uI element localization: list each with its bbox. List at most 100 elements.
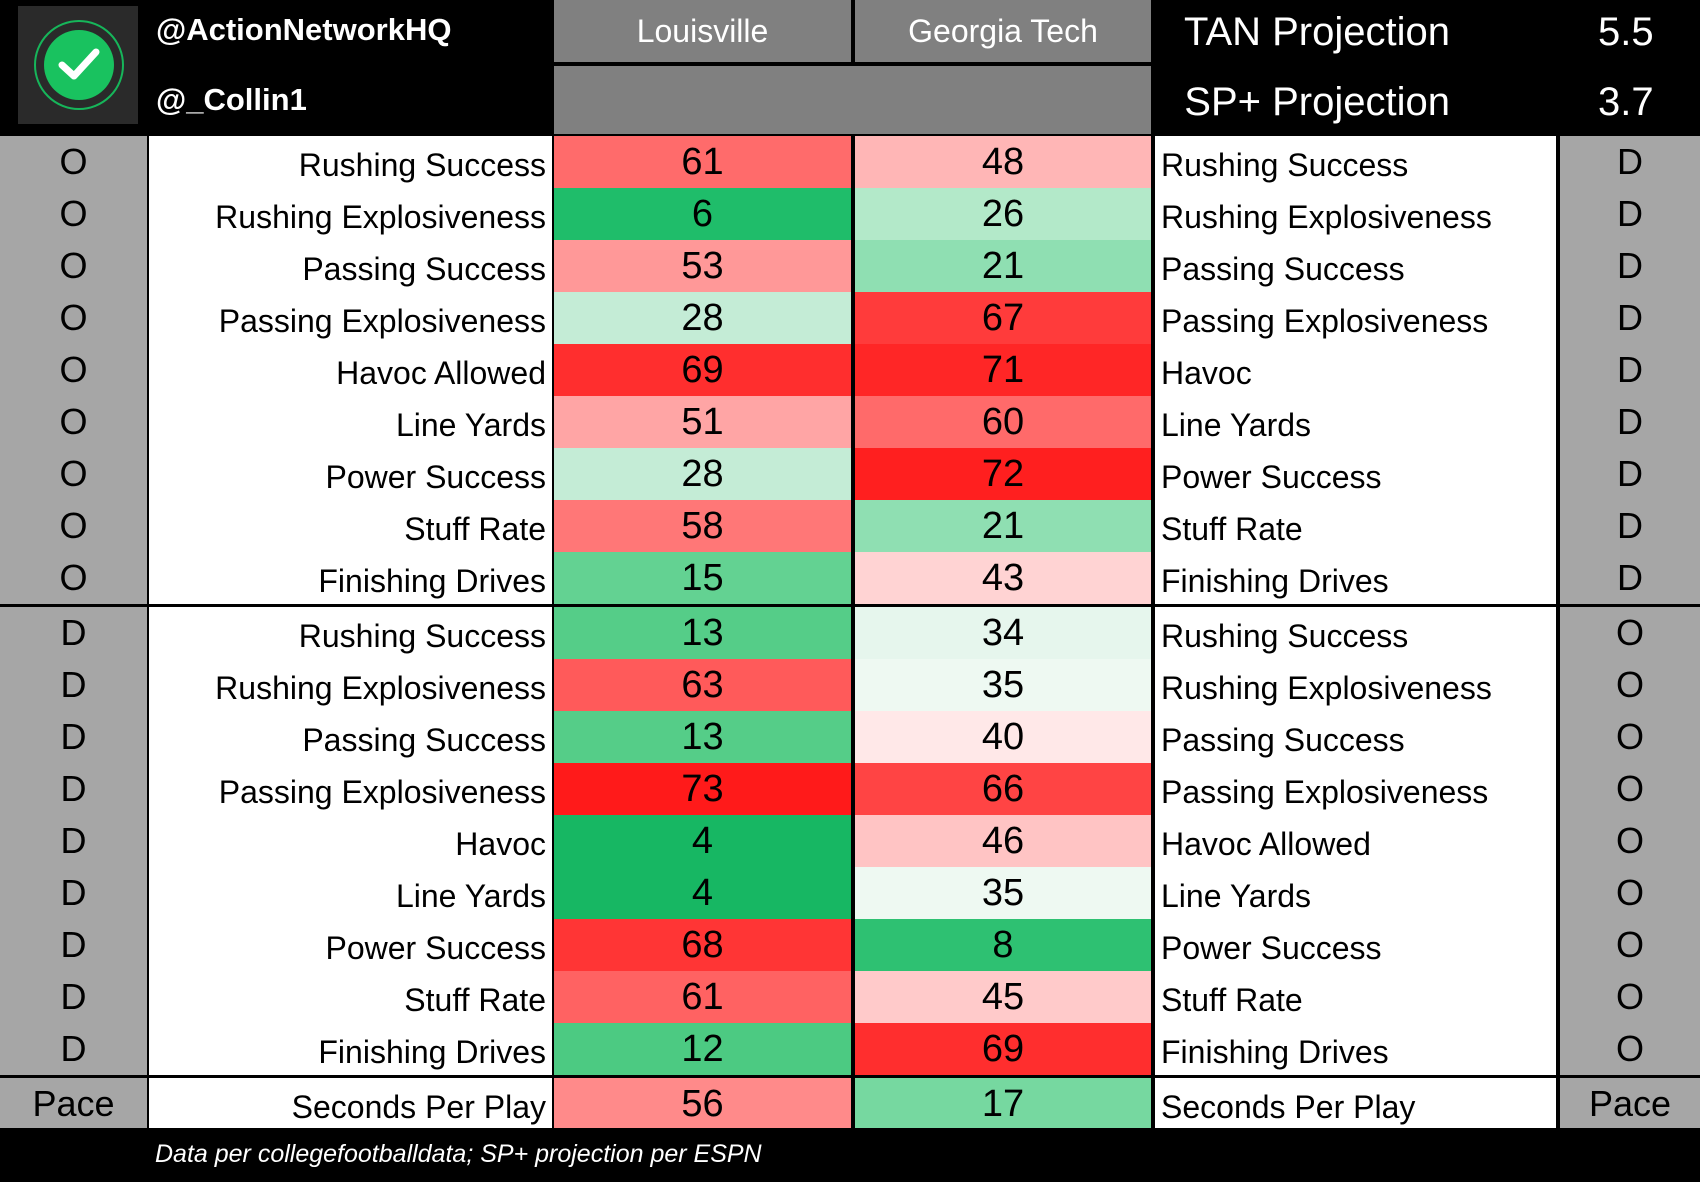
right-side-label: Pace <box>1560 1078 1700 1130</box>
right-stat-label: Stuff Rate <box>1155 500 1556 552</box>
right-side-label: O <box>1560 659 1700 711</box>
table-row: O Stuff Rate 58 21 Stuff Rate D <box>0 500 1700 552</box>
left-side-label: D <box>0 711 147 763</box>
right-stat-value: 40 <box>855 711 1151 763</box>
sp-projection-value: 3.7 <box>1598 80 1654 124</box>
left-stat-value: 28 <box>554 448 851 500</box>
left-stat-label: Rushing Explosiveness <box>149 188 552 240</box>
left-stat-label: Power Success <box>149 919 552 971</box>
table-row: O Rushing Explosiveness 6 26 Rushing Explosi… <box>0 188 1700 240</box>
right-stat-label: Line Yards <box>1155 867 1556 919</box>
left-stat-value: 53 <box>554 240 851 292</box>
footer-note: Data per collegefootballdata; SP+ projec… <box>155 1140 762 1168</box>
left-side-label: Pace <box>0 1078 147 1130</box>
table-row: D Stuff Rate 61 45 Stuff Rate O <box>0 971 1700 1023</box>
left-stat-value: 56 <box>554 1078 851 1130</box>
left-side-label: D <box>0 659 147 711</box>
left-stat-value: 28 <box>554 292 851 344</box>
team-subheader <box>554 66 1151 134</box>
right-side-label: O <box>1560 711 1700 763</box>
right-stat-label: Line Yards <box>1155 396 1556 448</box>
right-side-label: D <box>1560 552 1700 604</box>
header: @ActionNetworkHQ @_Collin1 Louisville Ge… <box>0 0 1700 136</box>
right-stat-value: 26 <box>855 188 1151 240</box>
right-stat-label: Finishing Drives <box>1155 552 1556 604</box>
table-row: D Passing Success 13 40 Passing Success O <box>0 711 1700 763</box>
left-side-label: D <box>0 867 147 919</box>
left-side-label: O <box>0 292 147 344</box>
table-row: Pace Seconds Per Play 56 17 Seconds Per Play… <box>0 1078 1700 1130</box>
table-row: D Finishing Drives 12 69 Finishing Drives O <box>0 1023 1700 1075</box>
left-side-label: D <box>0 607 147 659</box>
left-stat-label: Havoc <box>149 815 552 867</box>
section-divider <box>0 1075 1700 1078</box>
checkmark-icon <box>58 48 100 80</box>
table-row: D Power Success 68 8 Power Success O <box>0 919 1700 971</box>
left-side-label: O <box>0 136 147 188</box>
right-side-label: D <box>1560 188 1700 240</box>
right-stat-value: 71 <box>855 344 1151 396</box>
footer: Data per collegefootballdata; SP+ projec… <box>0 1128 1700 1182</box>
right-stat-label: Passing Success <box>1155 711 1556 763</box>
table-row: D Passing Explosiveness 73 66 Passing Explos… <box>0 763 1700 815</box>
logo-ring <box>34 20 124 110</box>
right-stat-value: 21 <box>855 500 1151 552</box>
right-stat-value: 21 <box>855 240 1151 292</box>
right-stat-label: Passing Explosiveness <box>1155 292 1556 344</box>
left-stat-label: Seconds Per Play <box>149 1078 552 1130</box>
left-stat-label: Passing Explosiveness <box>149 763 552 815</box>
left-stat-label: Rushing Success <box>149 136 552 188</box>
left-stat-value: 4 <box>554 815 851 867</box>
table-row: O Passing Success 53 21 Passing Success D <box>0 240 1700 292</box>
tan-projection-value: 5.5 <box>1598 10 1654 54</box>
left-stat-label: Stuff Rate <box>149 500 552 552</box>
right-stat-label: Havoc <box>1155 344 1556 396</box>
right-side-label: D <box>1560 396 1700 448</box>
left-stat-label: Passing Explosiveness <box>149 292 552 344</box>
left-side-label: D <box>0 763 147 815</box>
left-stat-value: 61 <box>554 971 851 1023</box>
left-side-label: O <box>0 240 147 292</box>
left-side-label: O <box>0 188 147 240</box>
table-row: D Line Yards 4 35 Line Yards O <box>0 867 1700 919</box>
right-side-label: O <box>1560 919 1700 971</box>
left-stat-label: Line Yards <box>149 867 552 919</box>
left-stat-label: Rushing Success <box>149 607 552 659</box>
left-stat-label: Havoc Allowed <box>149 344 552 396</box>
left-stat-label: Passing Success <box>149 711 552 763</box>
left-stat-value: 69 <box>554 344 851 396</box>
left-side-label: O <box>0 396 147 448</box>
right-side-label: D <box>1560 448 1700 500</box>
handle-secondary: @_Collin1 <box>156 82 307 117</box>
table-row: O Rushing Success 61 48 Rushing Success D <box>0 136 1700 188</box>
left-side-label: O <box>0 448 147 500</box>
right-stat-label: Passing Success <box>1155 240 1556 292</box>
logo <box>18 6 138 124</box>
right-stat-value: 69 <box>855 1023 1151 1075</box>
right-side-label: O <box>1560 867 1700 919</box>
left-side-label: D <box>0 971 147 1023</box>
left-stat-value: 61 <box>554 136 851 188</box>
left-stat-value: 4 <box>554 867 851 919</box>
left-side-label: D <box>0 1023 147 1075</box>
right-side-label: O <box>1560 971 1700 1023</box>
left-stat-value: 73 <box>554 763 851 815</box>
team-left-header: Louisville <box>554 0 851 62</box>
right-stat-value: 35 <box>855 659 1151 711</box>
right-side-label: O <box>1560 763 1700 815</box>
sp-projection-label: SP+ Projection <box>1184 80 1450 124</box>
tan-projection-label: TAN Projection <box>1183 10 1450 54</box>
right-stat-value: 17 <box>855 1078 1151 1130</box>
right-stat-value: 46 <box>855 815 1151 867</box>
right-side-label: O <box>1560 1023 1700 1075</box>
left-stat-value: 13 <box>554 607 851 659</box>
table-row: O Power Success 28 72 Power Success D <box>0 448 1700 500</box>
right-stat-label: Rushing Success <box>1155 136 1556 188</box>
table-row: O Passing Explosiveness 28 67 Passing Explos… <box>0 292 1700 344</box>
left-stat-label: Finishing Drives <box>149 1023 552 1075</box>
right-stat-value: 67 <box>855 292 1151 344</box>
left-side-label: D <box>0 815 147 867</box>
left-stat-value: 68 <box>554 919 851 971</box>
right-stat-label: Passing Explosiveness <box>1155 763 1556 815</box>
left-stat-label: Passing Success <box>149 240 552 292</box>
